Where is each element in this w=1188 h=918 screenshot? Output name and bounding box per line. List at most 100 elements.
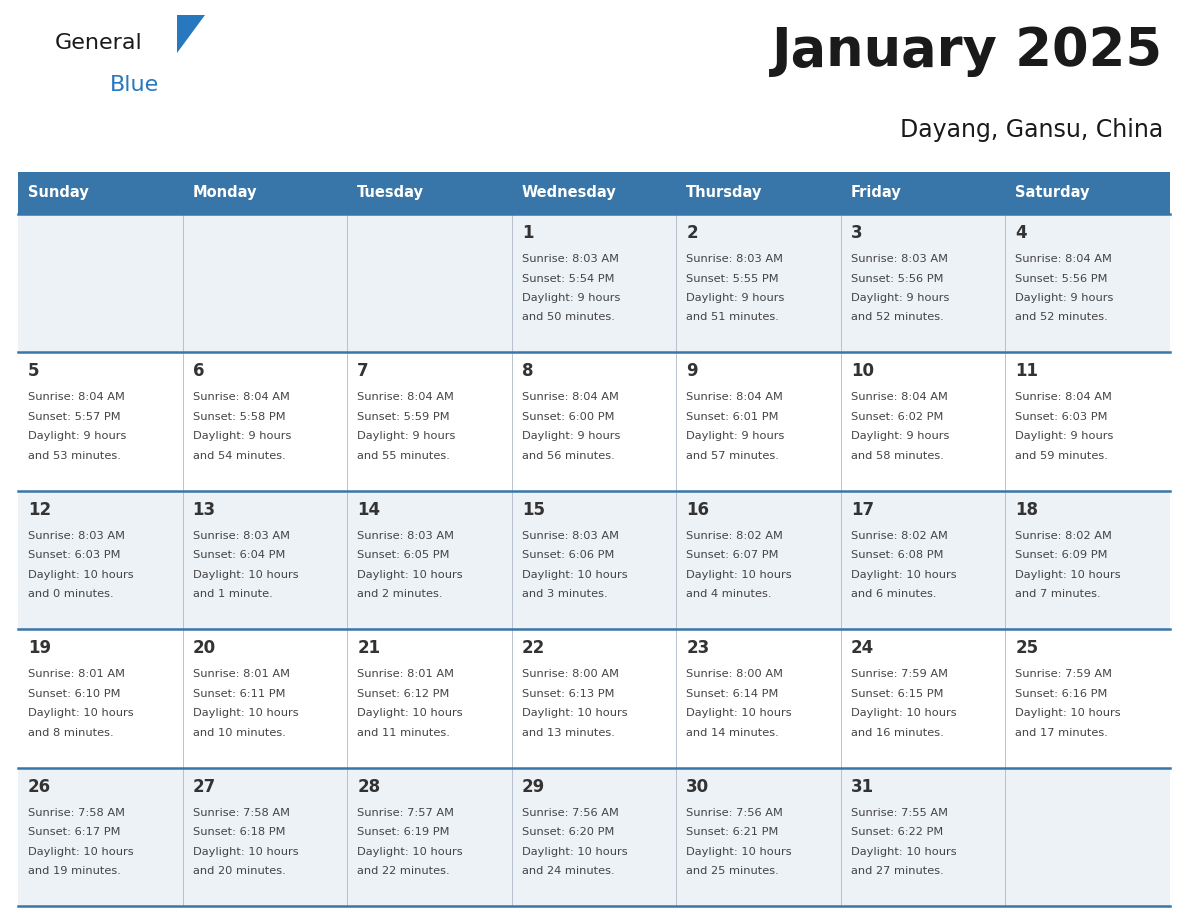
- Bar: [18, 353, 1170, 491]
- Text: Daylight: 10 hours: Daylight: 10 hours: [687, 570, 792, 580]
- Text: Blue: Blue: [110, 75, 159, 95]
- Text: Sunrise: 8:01 AM: Sunrise: 8:01 AM: [29, 669, 125, 679]
- Text: Sunrise: 8:03 AM: Sunrise: 8:03 AM: [851, 254, 948, 264]
- Text: Daylight: 9 hours: Daylight: 9 hours: [851, 431, 949, 442]
- Text: and 1 minute.: and 1 minute.: [192, 589, 272, 599]
- Text: 27: 27: [192, 778, 216, 796]
- Text: 13: 13: [192, 501, 216, 519]
- Text: General: General: [55, 33, 143, 53]
- Text: and 0 minutes.: and 0 minutes.: [29, 589, 114, 599]
- Text: 16: 16: [687, 501, 709, 519]
- Text: and 17 minutes.: and 17 minutes.: [1016, 728, 1108, 738]
- Text: Monday: Monday: [192, 185, 257, 200]
- Text: Sunset: 6:06 PM: Sunset: 6:06 PM: [522, 550, 614, 560]
- Text: 26: 26: [29, 778, 51, 796]
- Text: 24: 24: [851, 639, 874, 657]
- Text: and 11 minutes.: and 11 minutes.: [358, 728, 450, 738]
- Polygon shape: [177, 15, 206, 53]
- Text: 21: 21: [358, 639, 380, 657]
- Text: Sunrise: 7:58 AM: Sunrise: 7:58 AM: [29, 808, 125, 818]
- Text: Daylight: 10 hours: Daylight: 10 hours: [358, 846, 463, 856]
- Text: 10: 10: [851, 363, 874, 380]
- Text: Sunset: 6:02 PM: Sunset: 6:02 PM: [851, 412, 943, 422]
- Text: 4: 4: [1016, 224, 1028, 242]
- Text: Sunset: 5:56 PM: Sunset: 5:56 PM: [851, 274, 943, 284]
- Text: Sunset: 6:22 PM: Sunset: 6:22 PM: [851, 827, 943, 837]
- Text: and 54 minutes.: and 54 minutes.: [192, 451, 285, 461]
- Text: 19: 19: [29, 639, 51, 657]
- Text: Sunset: 6:11 PM: Sunset: 6:11 PM: [192, 688, 285, 699]
- Text: Daylight: 10 hours: Daylight: 10 hours: [851, 570, 956, 580]
- Text: Sunrise: 8:04 AM: Sunrise: 8:04 AM: [192, 392, 290, 402]
- Text: Sunset: 5:57 PM: Sunset: 5:57 PM: [29, 412, 121, 422]
- Text: 14: 14: [358, 501, 380, 519]
- Text: and 55 minutes.: and 55 minutes.: [358, 451, 450, 461]
- Text: Dayang, Gansu, China: Dayang, Gansu, China: [899, 118, 1163, 142]
- Text: Sunrise: 7:56 AM: Sunrise: 7:56 AM: [687, 808, 783, 818]
- Text: and 19 minutes.: and 19 minutes.: [29, 866, 121, 876]
- Text: Daylight: 10 hours: Daylight: 10 hours: [1016, 570, 1121, 580]
- Text: January 2025: January 2025: [772, 25, 1163, 77]
- Text: Daylight: 9 hours: Daylight: 9 hours: [522, 431, 620, 442]
- Text: and 2 minutes.: and 2 minutes.: [358, 589, 443, 599]
- Text: Sunrise: 8:04 AM: Sunrise: 8:04 AM: [687, 392, 783, 402]
- Text: Daylight: 9 hours: Daylight: 9 hours: [1016, 431, 1114, 442]
- Text: Daylight: 10 hours: Daylight: 10 hours: [358, 570, 463, 580]
- Text: Sunset: 5:56 PM: Sunset: 5:56 PM: [1016, 274, 1108, 284]
- Bar: [841, 172, 1005, 214]
- Text: and 56 minutes.: and 56 minutes.: [522, 451, 614, 461]
- Text: Sunset: 6:15 PM: Sunset: 6:15 PM: [851, 688, 943, 699]
- Text: and 20 minutes.: and 20 minutes.: [192, 866, 285, 876]
- Text: Saturday: Saturday: [1016, 185, 1089, 200]
- Text: Sunset: 6:03 PM: Sunset: 6:03 PM: [29, 550, 120, 560]
- Text: 7: 7: [358, 363, 368, 380]
- Text: Daylight: 10 hours: Daylight: 10 hours: [358, 708, 463, 718]
- Text: Sunrise: 7:59 AM: Sunrise: 7:59 AM: [851, 669, 948, 679]
- Text: Sunset: 5:58 PM: Sunset: 5:58 PM: [192, 412, 285, 422]
- Text: and 14 minutes.: and 14 minutes.: [687, 728, 779, 738]
- Text: and 16 minutes.: and 16 minutes.: [851, 728, 943, 738]
- Text: Sunrise: 8:01 AM: Sunrise: 8:01 AM: [358, 669, 454, 679]
- Text: and 7 minutes.: and 7 minutes.: [1016, 589, 1101, 599]
- Text: Sunrise: 8:03 AM: Sunrise: 8:03 AM: [522, 531, 619, 541]
- Text: Sunset: 5:54 PM: Sunset: 5:54 PM: [522, 274, 614, 284]
- Text: Sunset: 6:21 PM: Sunset: 6:21 PM: [687, 827, 778, 837]
- Text: Sunrise: 8:01 AM: Sunrise: 8:01 AM: [192, 669, 290, 679]
- Text: Sunset: 6:08 PM: Sunset: 6:08 PM: [851, 550, 943, 560]
- Text: Sunrise: 8:00 AM: Sunrise: 8:00 AM: [687, 669, 783, 679]
- Text: Sunrise: 8:04 AM: Sunrise: 8:04 AM: [1016, 392, 1112, 402]
- Text: Sunset: 6:17 PM: Sunset: 6:17 PM: [29, 827, 120, 837]
- Text: Daylight: 10 hours: Daylight: 10 hours: [522, 708, 627, 718]
- Text: 15: 15: [522, 501, 545, 519]
- Bar: [18, 629, 1170, 767]
- Text: Daylight: 10 hours: Daylight: 10 hours: [29, 708, 133, 718]
- Text: 29: 29: [522, 778, 545, 796]
- Text: Sunrise: 8:02 AM: Sunrise: 8:02 AM: [1016, 531, 1112, 541]
- Bar: [18, 214, 1170, 353]
- Text: Sunset: 6:03 PM: Sunset: 6:03 PM: [1016, 412, 1108, 422]
- Text: Sunrise: 7:57 AM: Sunrise: 7:57 AM: [358, 808, 454, 818]
- Text: and 52 minutes.: and 52 minutes.: [1016, 312, 1108, 322]
- Text: Daylight: 10 hours: Daylight: 10 hours: [1016, 708, 1121, 718]
- Bar: [512, 172, 676, 214]
- Text: and 52 minutes.: and 52 minutes.: [851, 312, 943, 322]
- Text: and 3 minutes.: and 3 minutes.: [522, 589, 607, 599]
- Text: and 58 minutes.: and 58 minutes.: [851, 451, 943, 461]
- Text: Sunrise: 8:04 AM: Sunrise: 8:04 AM: [29, 392, 125, 402]
- Text: Sunset: 6:18 PM: Sunset: 6:18 PM: [192, 827, 285, 837]
- Text: Daylight: 10 hours: Daylight: 10 hours: [29, 846, 133, 856]
- Bar: [183, 172, 347, 214]
- Text: Sunrise: 8:03 AM: Sunrise: 8:03 AM: [192, 531, 290, 541]
- Text: Sunrise: 7:55 AM: Sunrise: 7:55 AM: [851, 808, 948, 818]
- Text: Sunrise: 8:00 AM: Sunrise: 8:00 AM: [522, 669, 619, 679]
- Text: 20: 20: [192, 639, 216, 657]
- Text: Sunset: 6:04 PM: Sunset: 6:04 PM: [192, 550, 285, 560]
- Text: Sunset: 6:00 PM: Sunset: 6:00 PM: [522, 412, 614, 422]
- Text: Sunset: 6:16 PM: Sunset: 6:16 PM: [1016, 688, 1107, 699]
- Text: and 57 minutes.: and 57 minutes.: [687, 451, 779, 461]
- Text: 3: 3: [851, 224, 862, 242]
- Text: Daylight: 10 hours: Daylight: 10 hours: [851, 846, 956, 856]
- Bar: [18, 172, 183, 214]
- Bar: [18, 767, 1170, 906]
- Text: 12: 12: [29, 501, 51, 519]
